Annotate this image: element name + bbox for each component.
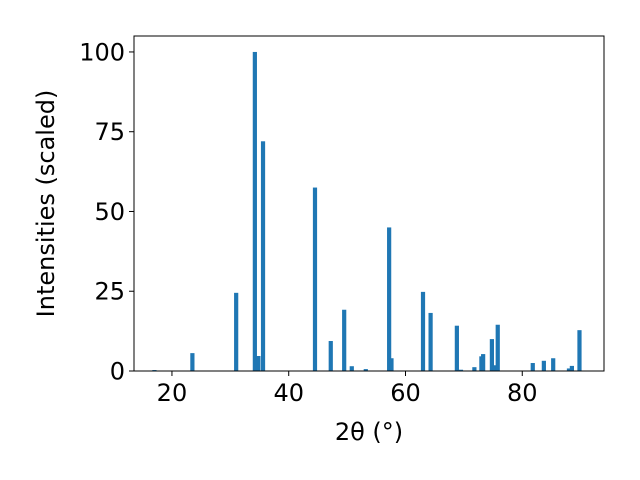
bar-series xyxy=(152,51,582,371)
bar xyxy=(541,360,546,371)
bar xyxy=(566,368,572,371)
y-axis-label: Intensities (scaled) xyxy=(32,90,60,318)
bar xyxy=(420,291,426,371)
x-tick-label: 20 xyxy=(157,379,188,407)
bar xyxy=(577,330,582,371)
y-tick-label: 25 xyxy=(94,278,125,306)
bar xyxy=(260,141,266,371)
bar xyxy=(458,369,464,371)
bar xyxy=(428,312,433,371)
bar xyxy=(389,358,394,371)
bar xyxy=(312,187,318,371)
y-tick-label: 75 xyxy=(94,118,125,146)
bar xyxy=(492,365,497,371)
bar xyxy=(342,309,347,371)
bar xyxy=(530,363,535,371)
bar xyxy=(454,325,459,371)
bar xyxy=(551,358,556,371)
bar xyxy=(252,51,257,371)
bar xyxy=(569,365,574,371)
bar xyxy=(495,324,500,371)
bar xyxy=(256,356,261,371)
bar xyxy=(489,339,494,371)
y-tick-label: 50 xyxy=(94,198,125,226)
x-axis-label: 2θ (°) xyxy=(335,418,403,446)
y-tick-label: 100 xyxy=(79,38,125,66)
bar xyxy=(472,367,477,371)
x-tick-label: 40 xyxy=(273,379,304,407)
bar xyxy=(328,341,333,371)
y-tick-label: 0 xyxy=(110,358,125,386)
bar xyxy=(234,292,239,371)
bar xyxy=(190,353,195,371)
x-tick-label: 80 xyxy=(507,379,538,407)
x-axis-ticks: 20 40 60 80 xyxy=(157,371,538,407)
bar xyxy=(481,354,486,371)
y-axis-ticks: 0 25 50 75 100 xyxy=(79,38,134,386)
plot-frame xyxy=(133,35,605,372)
bar xyxy=(349,366,354,371)
bar xyxy=(363,369,368,371)
x-tick-label: 60 xyxy=(390,379,421,407)
bar xyxy=(387,227,392,371)
